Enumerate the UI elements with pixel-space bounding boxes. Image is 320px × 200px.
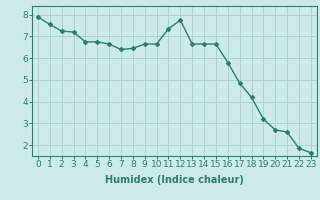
X-axis label: Humidex (Indice chaleur): Humidex (Indice chaleur)	[105, 175, 244, 185]
